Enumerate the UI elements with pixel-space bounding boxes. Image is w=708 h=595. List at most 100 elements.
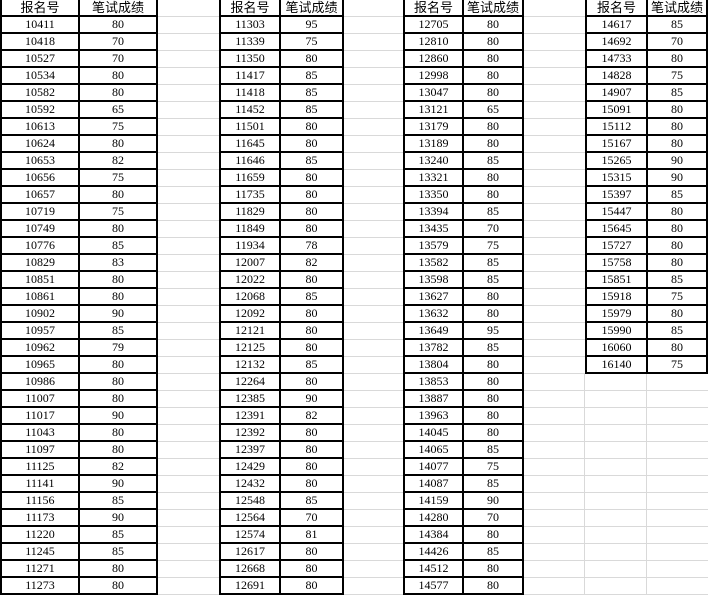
score-cell[interactable]: 82 bbox=[281, 255, 342, 270]
score-cell[interactable]: 80 bbox=[464, 357, 522, 372]
score-cell[interactable]: 80 bbox=[464, 408, 522, 423]
id-cell[interactable]: 10534 bbox=[2, 68, 78, 83]
score-cell[interactable]: 83 bbox=[80, 255, 156, 270]
score-cell[interactable]: 80 bbox=[281, 221, 342, 236]
id-cell[interactable]: 13632 bbox=[405, 306, 462, 321]
header-cell-score[interactable]: 笔试成绩 bbox=[464, 0, 522, 15]
id-cell[interactable]: 13598 bbox=[405, 272, 462, 287]
id-cell[interactable]: 12691 bbox=[221, 578, 279, 593]
score-cell[interactable]: 85 bbox=[281, 85, 342, 100]
score-cell[interactable]: 80 bbox=[464, 561, 522, 576]
id-cell[interactable]: 15397 bbox=[587, 187, 646, 202]
id-cell[interactable]: 11017 bbox=[2, 408, 78, 423]
id-cell[interactable]: 10613 bbox=[2, 119, 78, 134]
score-cell[interactable]: 85 bbox=[281, 102, 342, 117]
id-cell[interactable]: 10957 bbox=[2, 323, 78, 338]
score-cell[interactable]: 85 bbox=[648, 17, 706, 32]
score-cell[interactable]: 70 bbox=[648, 34, 706, 49]
score-cell[interactable]: 85 bbox=[464, 255, 522, 270]
score-cell[interactable]: 90 bbox=[80, 476, 156, 491]
id-cell[interactable]: 11273 bbox=[2, 578, 78, 593]
score-cell[interactable]: 85 bbox=[80, 493, 156, 508]
id-cell[interactable]: 10592 bbox=[2, 102, 78, 117]
id-cell[interactable]: 11849 bbox=[221, 221, 279, 236]
id-cell[interactable]: 15727 bbox=[587, 238, 646, 253]
score-cell[interactable]: 70 bbox=[464, 510, 522, 525]
id-cell[interactable]: 10829 bbox=[2, 255, 78, 270]
id-cell[interactable]: 12391 bbox=[221, 408, 279, 423]
id-cell[interactable]: 14907 bbox=[587, 85, 646, 100]
score-cell[interactable]: 90 bbox=[80, 408, 156, 423]
id-cell[interactable]: 13582 bbox=[405, 255, 462, 270]
header-cell-score[interactable]: 笔试成绩 bbox=[648, 0, 706, 15]
id-cell[interactable]: 10965 bbox=[2, 357, 78, 372]
id-cell[interactable]: 11418 bbox=[221, 85, 279, 100]
score-cell[interactable]: 85 bbox=[464, 442, 522, 457]
id-cell[interactable]: 15091 bbox=[587, 102, 646, 117]
id-cell[interactable]: 12092 bbox=[221, 306, 279, 321]
id-cell[interactable]: 12385 bbox=[221, 391, 279, 406]
score-cell[interactable]: 85 bbox=[464, 544, 522, 559]
score-cell[interactable]: 78 bbox=[281, 238, 342, 253]
id-cell[interactable]: 15758 bbox=[587, 255, 646, 270]
id-cell[interactable]: 14426 bbox=[405, 544, 462, 559]
id-cell[interactable]: 11141 bbox=[2, 476, 78, 491]
header-cell-id[interactable]: 报名号 bbox=[587, 0, 646, 15]
id-cell[interactable]: 12705 bbox=[405, 17, 462, 32]
score-cell[interactable]: 85 bbox=[80, 544, 156, 559]
score-cell[interactable]: 80 bbox=[80, 442, 156, 457]
score-cell[interactable]: 80 bbox=[281, 578, 342, 593]
score-cell[interactable]: 80 bbox=[281, 459, 342, 474]
id-cell[interactable]: 12007 bbox=[221, 255, 279, 270]
id-cell[interactable]: 12397 bbox=[221, 442, 279, 457]
score-cell[interactable]: 82 bbox=[281, 408, 342, 423]
id-cell[interactable]: 13782 bbox=[405, 340, 462, 355]
id-cell[interactable]: 10411 bbox=[2, 17, 78, 32]
score-cell[interactable]: 79 bbox=[80, 340, 156, 355]
score-cell[interactable]: 80 bbox=[281, 425, 342, 440]
id-cell[interactable]: 10776 bbox=[2, 238, 78, 253]
score-cell[interactable]: 80 bbox=[281, 442, 342, 457]
id-cell[interactable]: 14065 bbox=[405, 442, 462, 457]
score-cell[interactable]: 80 bbox=[281, 544, 342, 559]
score-cell[interactable]: 85 bbox=[281, 68, 342, 83]
score-cell[interactable]: 75 bbox=[648, 289, 706, 304]
id-cell[interactable]: 12810 bbox=[405, 34, 462, 49]
id-cell[interactable]: 13121 bbox=[405, 102, 462, 117]
id-cell[interactable]: 15851 bbox=[587, 272, 646, 287]
score-cell[interactable]: 80 bbox=[281, 561, 342, 576]
id-cell[interactable]: 10902 bbox=[2, 306, 78, 321]
score-cell[interactable]: 80 bbox=[80, 357, 156, 372]
id-cell[interactable]: 12068 bbox=[221, 289, 279, 304]
id-cell[interactable]: 15447 bbox=[587, 204, 646, 219]
id-cell[interactable]: 13649 bbox=[405, 323, 462, 338]
id-cell[interactable]: 12432 bbox=[221, 476, 279, 491]
score-cell[interactable]: 80 bbox=[464, 289, 522, 304]
score-cell[interactable]: 85 bbox=[281, 153, 342, 168]
score-cell[interactable]: 80 bbox=[281, 323, 342, 338]
score-cell[interactable]: 90 bbox=[648, 170, 706, 185]
id-cell[interactable]: 10719 bbox=[2, 204, 78, 219]
score-cell[interactable]: 85 bbox=[464, 204, 522, 219]
header-cell-id[interactable]: 报名号 bbox=[405, 0, 462, 15]
score-cell[interactable]: 80 bbox=[648, 119, 706, 134]
id-cell[interactable]: 10624 bbox=[2, 136, 78, 151]
score-cell[interactable]: 80 bbox=[281, 119, 342, 134]
score-cell[interactable]: 75 bbox=[648, 68, 706, 83]
score-cell[interactable]: 80 bbox=[281, 136, 342, 151]
id-cell[interactable]: 12574 bbox=[221, 527, 279, 542]
id-cell[interactable]: 10653 bbox=[2, 153, 78, 168]
id-cell[interactable]: 12125 bbox=[221, 340, 279, 355]
id-cell[interactable]: 13240 bbox=[405, 153, 462, 168]
score-cell[interactable]: 85 bbox=[464, 476, 522, 491]
score-cell[interactable]: 80 bbox=[464, 391, 522, 406]
score-cell[interactable]: 80 bbox=[281, 340, 342, 355]
id-cell[interactable]: 10527 bbox=[2, 51, 78, 66]
score-cell[interactable]: 85 bbox=[80, 238, 156, 253]
id-cell[interactable]: 14280 bbox=[405, 510, 462, 525]
id-cell[interactable]: 12121 bbox=[221, 323, 279, 338]
score-cell[interactable]: 80 bbox=[648, 238, 706, 253]
id-cell[interactable]: 11645 bbox=[221, 136, 279, 151]
id-cell[interactable]: 12392 bbox=[221, 425, 279, 440]
score-cell[interactable]: 80 bbox=[648, 255, 706, 270]
